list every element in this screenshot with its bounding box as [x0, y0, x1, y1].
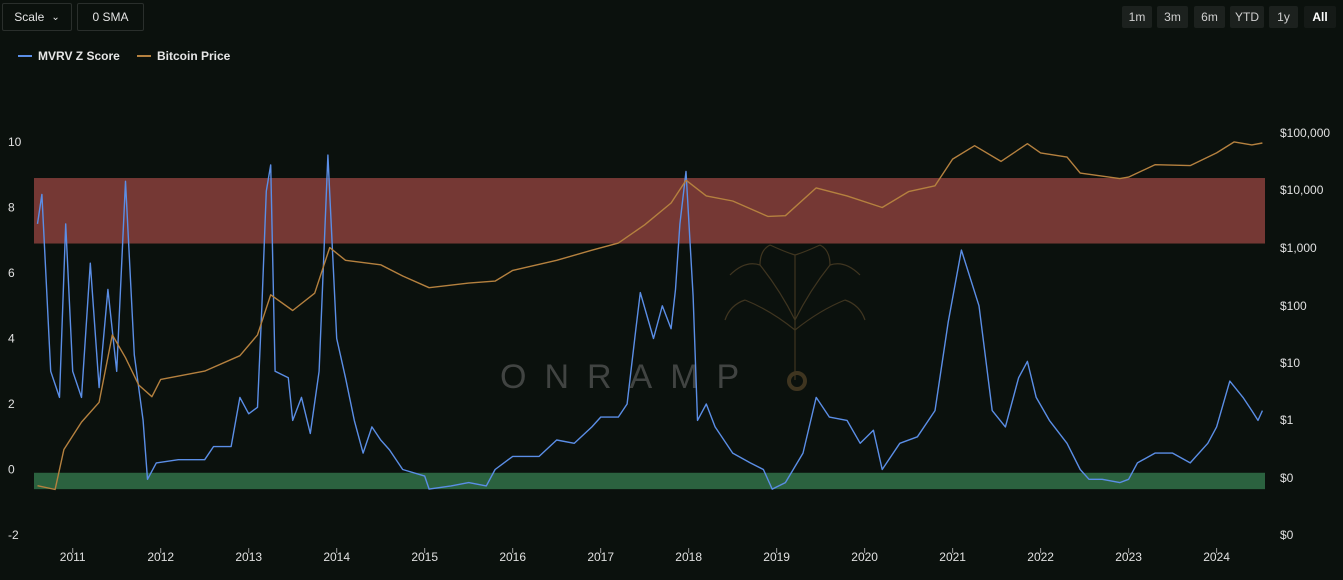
range-label: 6m [1201, 10, 1218, 24]
zones [34, 178, 1265, 490]
green-zone [34, 472, 1265, 490]
right-tick-label: $100,000 [1280, 126, 1330, 140]
x-tick-label: 2015 [411, 550, 438, 564]
x-tick-label: 2023 [1115, 550, 1142, 564]
right-tick-label: $100 [1280, 299, 1307, 313]
x-tick-label: 2014 [323, 550, 350, 564]
left-tick-label: 0 [8, 463, 15, 477]
x-tick-label: 2013 [235, 550, 262, 564]
right-tick-label: $10,000 [1280, 183, 1324, 197]
sma-label: 0 SMA [92, 10, 129, 24]
right-tick-label: $10 [1280, 356, 1300, 370]
tree-icon [724, 244, 866, 391]
left-tick-label: 2 [8, 397, 15, 411]
right-tick-label: $0 [1280, 471, 1294, 485]
price-line [37, 141, 1263, 491]
right-tick-label: $1,000 [1280, 241, 1317, 255]
watermark-logo: ONRAMP [500, 244, 866, 396]
x-tick-label: 2016 [499, 550, 526, 564]
x-tick-label: 2024 [1203, 550, 1230, 564]
sma-button[interactable]: 0 SMA [77, 3, 144, 31]
x-tick-label: 2022 [1027, 550, 1054, 564]
range-label: 3m [1164, 10, 1181, 24]
chevron-down-icon: ⌄ [51, 11, 60, 23]
watermark-text: ONRAMP [500, 358, 757, 396]
mvrv-line [36, 154, 1264, 490]
left-tick-label: 6 [8, 266, 15, 280]
scale-label: Scale [14, 10, 45, 24]
right-tick-label: $1 [1280, 413, 1294, 427]
x-tick-label: 2021 [939, 550, 966, 564]
right-axis: $100,000 $10,000 $1,000 $100 $10 $1 $0 $0 [1280, 126, 1330, 542]
range-ytd-button[interactable]: YTD [1230, 6, 1264, 28]
range-3m-button[interactable]: 3m [1157, 6, 1188, 28]
range-all-button[interactable]: All [1304, 6, 1336, 28]
left-tick-label: 10 [8, 135, 22, 149]
range-6m-button[interactable]: 6m [1194, 6, 1225, 28]
red-zone [34, 178, 1265, 244]
x-tick-label: 2011 [60, 550, 86, 564]
x-tick-label: 2012 [147, 550, 174, 564]
left-axis: 10 8 6 4 2 0 -2 [8, 135, 22, 542]
range-label: YTD [1235, 10, 1259, 24]
legend-swatch-mvrv [18, 55, 32, 57]
left-tick-label: 4 [8, 332, 15, 346]
x-tick-label: 2018 [675, 550, 702, 564]
range-label: All [1312, 10, 1328, 24]
series-layer [36, 141, 1264, 491]
legend-swatch-price [137, 55, 151, 57]
range-label: 1y [1277, 10, 1290, 24]
x-tick-label: 2019 [763, 550, 790, 564]
legend-label: Bitcoin Price [157, 49, 231, 63]
x-tick-label: 2017 [587, 550, 614, 564]
x-axis: 2011 2012 2013 2014 2015 2016 2017 2018 2019 2020… [60, 548, 1230, 564]
right-tick-label: $0 [1280, 528, 1294, 542]
range-1y-button[interactable]: 1y [1269, 6, 1298, 28]
legend-mvrv[interactable]: MVRV Z Score [18, 49, 120, 63]
x-tick-label: 2020 [851, 550, 878, 564]
legend-label: MVRV Z Score [38, 49, 120, 63]
range-label: 1m [1128, 10, 1146, 24]
left-tick-label: -2 [8, 528, 19, 542]
scale-dropdown[interactable]: Scale ⌄ [2, 3, 72, 31]
range-1m-button[interactable]: 1m [1122, 6, 1152, 28]
legend-price[interactable]: Bitcoin Price [137, 49, 230, 63]
left-tick-label: 8 [8, 201, 15, 215]
